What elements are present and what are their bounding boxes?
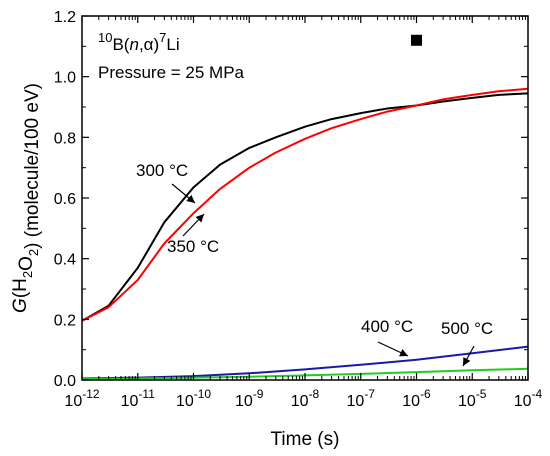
x-tick-label: 10-10 bbox=[176, 387, 211, 410]
series-line-300c bbox=[81, 92, 529, 322]
x-tick-label: 10-6 bbox=[402, 387, 431, 410]
y-axis-title: G(H2O2) (molecule/100 eV) bbox=[10, 83, 43, 313]
series-labels: 300 °C 350 °C 400 °C 500 °C bbox=[136, 161, 493, 367]
label-350c-arrow-head bbox=[195, 214, 204, 223]
x-tick-label: 10-8 bbox=[291, 387, 320, 410]
y-tick-label: 1.0 bbox=[54, 70, 76, 87]
experimental-data-point bbox=[411, 34, 422, 46]
y-tick-label: 0.6 bbox=[54, 191, 76, 208]
annotation-reaction: 10B(n,α)7Li bbox=[98, 30, 180, 54]
y-tick-label: 0.8 bbox=[54, 130, 76, 147]
annotation-pressure: Pressure = 25 MPa bbox=[98, 63, 245, 82]
x-tick-label: 10-11 bbox=[121, 387, 156, 410]
label-500c-arrow-head bbox=[463, 357, 471, 366]
label-350c: 350 °C bbox=[167, 237, 219, 256]
ticks-layer: 0.0 0.2 0.4 0.6 0.8 1.0 1.2 10-12 10-11 10-10 10-9… bbox=[54, 9, 543, 410]
x-tick-label: 10-4 bbox=[514, 387, 543, 410]
series-layer bbox=[81, 34, 529, 381]
x-tick-label: 10-5 bbox=[458, 387, 487, 410]
y-tick-label: 0.4 bbox=[54, 252, 76, 269]
x-axis-title: Time (s) bbox=[271, 429, 340, 450]
x-tick-label: 10-9 bbox=[235, 387, 264, 410]
y-tick-label: 0.0 bbox=[54, 373, 76, 390]
series-line-400c bbox=[81, 345, 529, 380]
label-500c: 500 °C bbox=[441, 319, 493, 338]
label-400c-arrow-head bbox=[399, 348, 408, 357]
label-300c: 300 °C bbox=[136, 161, 188, 180]
label-300c-arrow-head bbox=[186, 194, 195, 203]
x-tick-label: 10-12 bbox=[64, 387, 99, 410]
x-tick-label: 10-7 bbox=[347, 387, 376, 410]
y-tick-label: 1.2 bbox=[54, 9, 76, 26]
y-tick-label: 0.2 bbox=[54, 312, 76, 329]
series-line-350c bbox=[81, 87, 529, 322]
label-400c: 400 °C bbox=[361, 317, 413, 336]
